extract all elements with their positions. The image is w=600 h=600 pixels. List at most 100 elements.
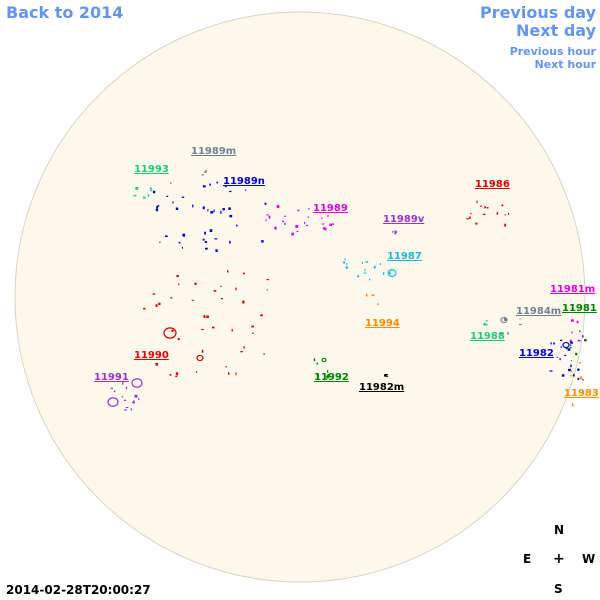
sunspot-11987 — [346, 263, 348, 265]
sunspot-11991 — [121, 396, 124, 398]
sunspot-11986 — [496, 212, 499, 215]
sunspot-11982 — [564, 354, 567, 357]
sunspot-11993 — [133, 194, 137, 197]
sunspot-11989m — [204, 171, 207, 173]
sunspot-11990 — [152, 293, 156, 295]
region-label-11989n[interactable]: 11989n — [223, 176, 265, 187]
sunspot-11989n — [170, 182, 172, 184]
sunspot-11990 — [158, 302, 161, 306]
sunspot-11990 — [176, 275, 179, 278]
sunspot-11983 — [579, 376, 583, 380]
sunspot-11990 — [228, 372, 230, 375]
compass-south: S — [554, 582, 563, 596]
sunspot-11989n — [220, 210, 222, 214]
sunspot-11990 — [242, 300, 245, 304]
sunspot-11989 — [266, 214, 269, 216]
sunspot-11989n — [229, 214, 233, 218]
region-label-11981[interactable]: 11981 — [562, 303, 597, 314]
sunspot-11982 — [559, 358, 561, 361]
sunspot-11984m — [519, 323, 522, 326]
sunspot-11989 — [308, 208, 310, 210]
compass-north: N — [554, 523, 565, 537]
sunspot-11983 — [570, 370, 572, 372]
sunspot-11989 — [306, 224, 309, 226]
sunspot-ring-11990 — [196, 354, 204, 362]
sunspot-11990 — [260, 314, 263, 317]
sunspot-11992 — [316, 362, 318, 365]
sunspot-11987 — [343, 261, 346, 264]
region-labels: 11993 11989m 11989n 11986 11989 11989v 11987 11… — [94, 146, 599, 399]
sunspot-11990 — [235, 372, 237, 376]
sunspot-11989n — [207, 209, 209, 212]
sunspot-11993 — [144, 197, 146, 199]
region-label-11989m[interactable]: 11989m — [191, 146, 236, 157]
sunspot-ring-11984m — [500, 316, 508, 324]
region-label-11990[interactable]: 11990 — [134, 350, 169, 361]
region-label-11994[interactable]: 11994 — [365, 318, 400, 329]
sunspot-11987 — [361, 262, 363, 264]
region-label-11983[interactable]: 11983 — [564, 388, 599, 399]
sunspot-11986 — [475, 222, 478, 225]
region-label-11987[interactable]: 11987 — [387, 251, 422, 262]
sunspot-11989 — [274, 226, 277, 230]
region-label-11993[interactable]: 11993 — [134, 164, 169, 175]
sunspot-11990 — [263, 353, 265, 355]
sunspot-11989 — [322, 227, 325, 230]
sunspot-11989n — [214, 238, 218, 240]
sunspot-11989 — [304, 222, 306, 224]
sunspot-11990 — [178, 283, 180, 285]
region-label-11988[interactable]: 11988 — [470, 331, 505, 342]
back-to-2014-link[interactable]: Back to 2014 — [6, 3, 124, 22]
sunspot-11986 — [480, 205, 482, 207]
sunspot-11989n — [182, 247, 183, 249]
sunspot-11989n — [156, 205, 159, 209]
sunspot-11982 — [550, 342, 552, 345]
sunspot-11992 — [313, 358, 316, 362]
previous-hour-link[interactable]: Previous hour — [509, 45, 596, 58]
solar-disk — [14, 11, 586, 583]
observation-timestamp: 2014-02-28T20:00:27 — [6, 583, 151, 597]
sunspot-11982 — [553, 342, 555, 345]
sunspot-11989n — [205, 247, 208, 250]
sunspot-11984m — [500, 332, 503, 335]
sunspot-11989n — [229, 190, 232, 193]
sunspot-11987 — [357, 275, 360, 278]
region-label-11982m[interactable]: 11982m — [359, 382, 404, 393]
sunspot-11990 — [195, 371, 198, 373]
sunspot-11993 — [149, 187, 152, 189]
sunspot-11986 — [504, 214, 506, 216]
previous-day-link[interactable]: Previous day — [479, 3, 596, 22]
region-label-11982[interactable]: 11982 — [519, 348, 554, 359]
region-label-11992[interactable]: 11992 — [314, 372, 349, 383]
sunspot-11990 — [243, 346, 245, 349]
sunspot-ring-11991 — [107, 397, 119, 407]
sunspot-11989 — [297, 209, 300, 212]
sunspot-11989 — [329, 223, 332, 226]
sunspot-11981 — [584, 339, 587, 342]
sunspot-markers — [107, 170, 587, 411]
next-hour-link[interactable]: Next hour — [534, 58, 597, 71]
sunspot-11982 — [568, 368, 571, 372]
region-label-11989[interactable]: 11989 — [313, 203, 348, 214]
sunspot-11982m — [385, 375, 389, 377]
next-day-link[interactable]: Next day — [516, 21, 596, 40]
region-label-11989v[interactable]: 11989v — [383, 214, 425, 225]
sunspot-11991 — [133, 400, 135, 403]
sunspot-11990 — [175, 372, 179, 376]
region-label-11981m[interactable]: 11981m — [550, 284, 595, 295]
region-label-11986[interactable]: 11986 — [475, 179, 510, 190]
compass-east: E — [523, 552, 532, 566]
sunspot-11989n — [228, 207, 231, 210]
sunspot-11993 — [135, 187, 139, 190]
region-label-11991[interactable]: 11991 — [94, 372, 129, 383]
sunspot-11989m — [205, 170, 207, 173]
sunspot-11987 — [365, 261, 369, 263]
region-label-11984m[interactable]: 11984m — [516, 306, 561, 317]
sunspot-11983 — [578, 362, 582, 364]
sunspot-11990 — [170, 297, 173, 299]
sunspot-11989n — [152, 190, 156, 194]
sunspot-11990 — [201, 328, 204, 331]
sunspot-11987 — [363, 272, 367, 274]
sunspot-11981m — [576, 320, 579, 324]
